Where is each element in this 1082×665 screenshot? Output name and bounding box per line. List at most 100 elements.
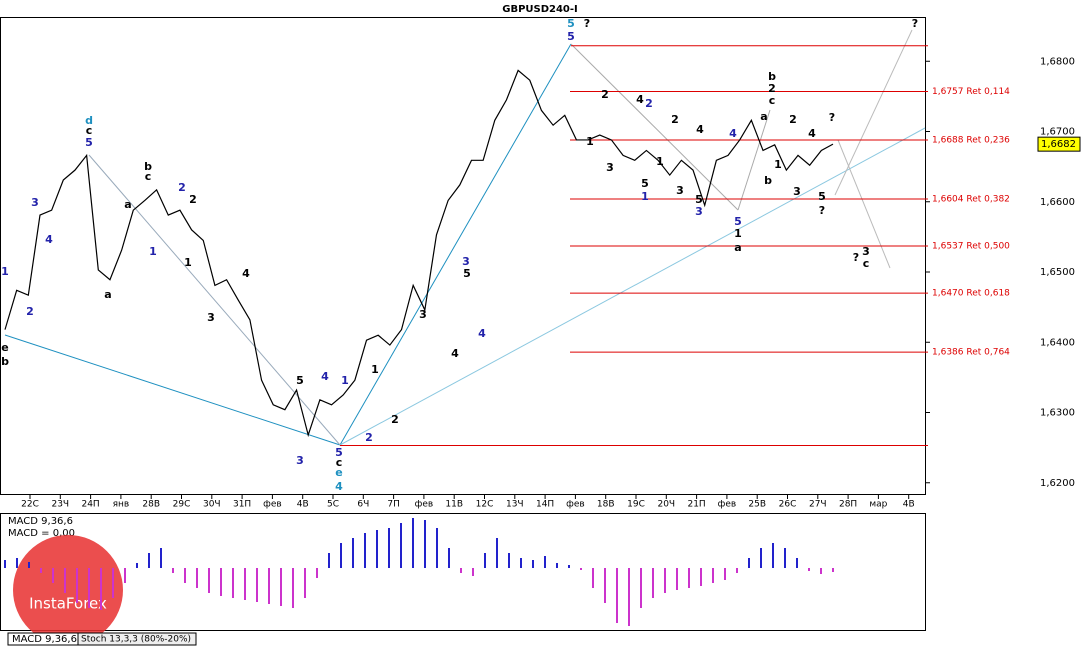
wave-label: a	[104, 288, 111, 301]
trend-line	[834, 29, 913, 196]
wave-label: d	[85, 114, 93, 127]
level-label: 1,6757 Ret 0,114	[932, 87, 1010, 97]
wave-label: 3	[606, 161, 614, 174]
price-line	[4, 69, 834, 438]
x-tick-label: 14П	[536, 500, 554, 510]
x-tick-label: 25В	[748, 500, 766, 510]
tab[interactable]	[77, 632, 197, 646]
wave-label: c	[863, 257, 870, 270]
wave-label: 2	[189, 193, 197, 206]
wave-label: a	[734, 241, 741, 254]
x-tick-label: 5С	[327, 500, 339, 510]
trend-line	[837, 139, 891, 269]
wave-label: 5	[463, 267, 471, 280]
wave-label: 1	[184, 256, 192, 269]
wave-label: 5	[567, 30, 575, 43]
wave-label: 4	[729, 127, 737, 140]
logo: InstaForex	[13, 535, 123, 645]
wave-label: 3	[419, 308, 427, 321]
wave-label: 5	[641, 177, 649, 190]
tab-label[interactable]: MACD 9,36,6	[12, 634, 77, 645]
wave-label: 2	[178, 181, 186, 194]
x-tick-label: 28П	[839, 500, 857, 510]
wave-label: 1	[371, 363, 379, 376]
level-label: 1,6470 Ret 0,618	[932, 289, 1010, 299]
wave-label: b	[768, 70, 776, 83]
wave-label: b	[764, 174, 772, 187]
wave-label: 5	[567, 17, 575, 30]
x-tick-label: 4В	[903, 500, 915, 510]
wave-label: 4	[242, 267, 250, 280]
wave-label: 3	[793, 185, 801, 198]
wave-label: 4	[321, 370, 329, 383]
x-tick-label: 21П	[687, 500, 705, 510]
x-tick-label: 19С	[627, 500, 645, 510]
wave-label: 1	[656, 155, 664, 168]
wave-label: ?	[819, 204, 825, 217]
x-tick-label: фев	[415, 500, 434, 510]
y-tick-label: 1,6600	[1040, 197, 1075, 208]
wave-label: c	[86, 124, 93, 137]
x-tick-label: 20Ч	[657, 500, 675, 510]
x-tick-label: 22С	[21, 500, 39, 510]
y-tick-label: 1,6200	[1040, 478, 1075, 489]
wave-label: c	[145, 170, 152, 183]
wave-label: 2	[391, 413, 399, 426]
wave-label: 2	[645, 97, 653, 110]
price-frame	[0, 17, 926, 495]
wave-label: 2	[768, 82, 776, 95]
x-tick-label: 27Ч	[809, 500, 827, 510]
wave-label: 4	[696, 123, 704, 136]
level-label: 1,6688 Ret 0,236	[932, 135, 1010, 145]
wave-label: 5	[818, 190, 826, 203]
x-tick-label: янв	[113, 500, 130, 510]
x-tick-label: 23Ч	[51, 500, 69, 510]
x-tick-label: 6Ч	[357, 500, 369, 510]
wave-label: 4	[451, 347, 459, 360]
wave-label: 4	[335, 480, 343, 493]
x-tick-label: 29С	[173, 500, 191, 510]
wave-label: 4	[808, 127, 816, 140]
x-tick-label: 7П	[387, 500, 400, 510]
wave-label: 3	[207, 311, 215, 324]
level-label: 1,6386 Ret 0,764	[932, 348, 1010, 358]
wave-label: 4	[45, 233, 53, 246]
wave-label: ?	[853, 251, 859, 264]
wave-label: c	[769, 94, 776, 107]
x-tick-label: 31П	[233, 500, 251, 510]
wave-label: b	[1, 355, 9, 368]
x-tick-label: 28В	[142, 500, 160, 510]
y-tick-label: 1,6400	[1040, 337, 1075, 348]
wave-label: 2	[26, 305, 34, 318]
last-price-box	[1037, 136, 1081, 152]
y-tick-label: 1,6300	[1040, 408, 1075, 419]
trend-line	[737, 109, 771, 211]
last-price-label: 1,6682	[1041, 139, 1076, 150]
y-tick-label: 1,6700	[1040, 127, 1075, 138]
y-tick-label: 1,6500	[1040, 267, 1075, 278]
wave-label: 5	[734, 215, 742, 228]
wave-label: c	[336, 456, 343, 469]
wave-label: ?	[584, 17, 590, 30]
x-tick-label: 12С	[476, 500, 494, 510]
wave-label: 3	[462, 255, 470, 268]
wave-label: ?	[829, 111, 835, 124]
x-tick-label: 24П	[81, 500, 99, 510]
trend-line	[339, 43, 572, 446]
wave-label: 2	[789, 113, 797, 126]
x-tick-label: 26С	[779, 500, 797, 510]
wave-label: 2	[601, 88, 609, 101]
wave-label: 1	[1, 265, 9, 278]
macd-frame	[0, 513, 926, 631]
wave-label: 1	[774, 158, 782, 171]
wave-label: 3	[31, 196, 39, 209]
x-tick-label: 4В	[297, 500, 309, 510]
x-tick-label: мар	[869, 500, 887, 510]
macd-value: MACD = 0,00	[8, 528, 75, 539]
level-label: 1,6604 Ret 0,382	[932, 194, 1010, 204]
tab-label[interactable]: Stoch 13,3,3 (80%-20%)	[81, 635, 191, 645]
logo-badge	[13, 535, 123, 645]
wave-label: 4	[478, 327, 486, 340]
